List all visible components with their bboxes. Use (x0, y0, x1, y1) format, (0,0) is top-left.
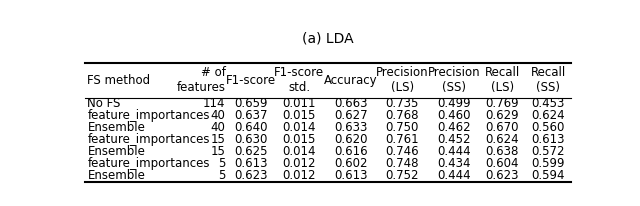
Text: 0.629: 0.629 (486, 109, 519, 122)
Text: 0.014: 0.014 (283, 121, 316, 134)
Text: 0.627: 0.627 (334, 109, 368, 122)
Text: Ensemble: Ensemble (88, 145, 145, 158)
Text: Recall
(SS): Recall (SS) (531, 66, 566, 94)
Text: 0.011: 0.011 (283, 97, 316, 110)
Text: 0.750: 0.750 (386, 121, 419, 134)
Text: 0.735: 0.735 (386, 97, 419, 110)
Text: 5: 5 (218, 157, 225, 170)
Text: 0.752: 0.752 (385, 169, 419, 182)
Text: 0.768: 0.768 (385, 109, 419, 122)
Text: F1-score
std.: F1-score std. (275, 66, 324, 94)
Text: 0.452: 0.452 (437, 133, 470, 146)
Text: Precision
(SS): Precision (SS) (428, 66, 480, 94)
Text: 15: 15 (211, 133, 225, 146)
Text: 0.748: 0.748 (385, 157, 419, 170)
Text: 0.623: 0.623 (486, 169, 519, 182)
Text: # of
features: # of features (177, 66, 225, 94)
Text: No FS: No FS (88, 97, 121, 110)
Text: Recall
(LS): Recall (LS) (484, 66, 520, 94)
Text: 0.638: 0.638 (486, 145, 519, 158)
Text: feature_importances: feature_importances (88, 109, 210, 122)
Text: 0.659: 0.659 (234, 97, 268, 110)
Text: 0.594: 0.594 (531, 169, 565, 182)
Text: 0.640: 0.640 (234, 121, 268, 134)
Text: 0.015: 0.015 (283, 133, 316, 146)
Text: 0.014: 0.014 (283, 145, 316, 158)
Text: F1-score: F1-score (226, 74, 276, 87)
Text: 0.761: 0.761 (385, 133, 419, 146)
Text: 0.572: 0.572 (531, 145, 565, 158)
Text: 114: 114 (203, 97, 225, 110)
Text: 0.462: 0.462 (437, 121, 470, 134)
Text: 0.599: 0.599 (531, 157, 565, 170)
Text: 0.560: 0.560 (531, 121, 565, 134)
Text: 0.624: 0.624 (486, 133, 519, 146)
Text: Ensemble: Ensemble (88, 169, 145, 182)
Text: 0.620: 0.620 (334, 133, 367, 146)
Text: 0.613: 0.613 (531, 133, 565, 146)
Text: 0.616: 0.616 (334, 145, 368, 158)
Text: 0.746: 0.746 (385, 145, 419, 158)
Text: 0.769: 0.769 (486, 97, 519, 110)
Text: 0.625: 0.625 (234, 145, 268, 158)
Text: 0.499: 0.499 (437, 97, 470, 110)
Text: 40: 40 (211, 121, 225, 134)
Text: FS method: FS method (88, 74, 150, 87)
Text: 0.613: 0.613 (234, 157, 268, 170)
Text: 0.602: 0.602 (334, 157, 367, 170)
Text: (a) LDA: (a) LDA (302, 31, 354, 45)
Text: feature_importances: feature_importances (88, 133, 210, 146)
Text: 0.434: 0.434 (437, 157, 470, 170)
Text: 0.623: 0.623 (234, 169, 268, 182)
Text: 0.453: 0.453 (531, 97, 565, 110)
Text: feature_importances: feature_importances (88, 157, 210, 170)
Text: 0.663: 0.663 (334, 97, 367, 110)
Text: 15: 15 (211, 145, 225, 158)
Text: 0.613: 0.613 (334, 169, 367, 182)
Text: 0.633: 0.633 (334, 121, 367, 134)
Text: 0.460: 0.460 (437, 109, 470, 122)
Text: 0.630: 0.630 (234, 133, 268, 146)
Text: 0.012: 0.012 (283, 169, 316, 182)
Text: 0.624: 0.624 (531, 109, 565, 122)
Text: 0.444: 0.444 (437, 145, 470, 158)
Text: 0.444: 0.444 (437, 169, 470, 182)
Text: Ensemble: Ensemble (88, 121, 145, 134)
Text: 0.604: 0.604 (486, 157, 519, 170)
Text: 40: 40 (211, 109, 225, 122)
Text: Accuracy: Accuracy (324, 74, 378, 87)
Text: 0.015: 0.015 (283, 109, 316, 122)
Text: 0.670: 0.670 (486, 121, 519, 134)
Text: Precision
(LS): Precision (LS) (376, 66, 429, 94)
Text: 0.637: 0.637 (234, 109, 268, 122)
Text: 5: 5 (218, 169, 225, 182)
Text: 0.012: 0.012 (283, 157, 316, 170)
